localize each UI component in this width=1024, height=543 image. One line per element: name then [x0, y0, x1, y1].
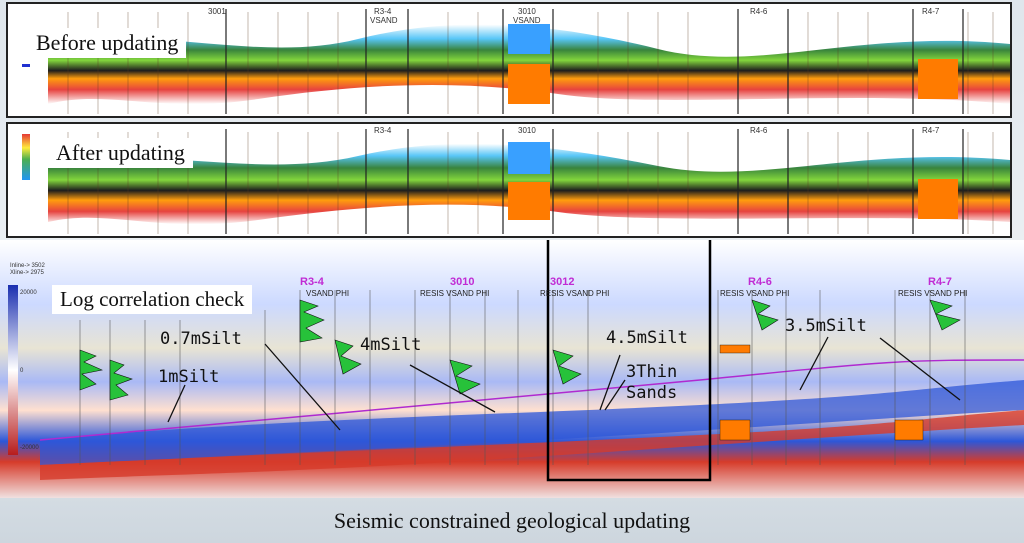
well-label: 3012 — [550, 276, 575, 288]
log-track-header: RESIS VSAND PHI — [540, 289, 610, 298]
well-label: R4-6 — [750, 126, 768, 135]
track-label: VSAND — [513, 16, 541, 25]
annotation-sands: Sands — [626, 383, 678, 403]
log-track-header: RESIS VSAND PHI — [420, 289, 490, 298]
log-track-header: VSAND PHI — [306, 289, 350, 298]
panel-label-before: Before updating — [28, 28, 187, 58]
inline-readout: Inline-> 3502 — [10, 263, 45, 269]
annotation-1m-silt: 1mSilt — [158, 367, 220, 387]
annotation-3-thin: 3Thin — [626, 362, 678, 382]
well-label: R4-6 — [748, 276, 772, 288]
figure-caption: Seismic constrained geological updating — [333, 508, 691, 533]
well-label: R4-7 — [922, 7, 940, 16]
annotation-3-5m-silt: 3.5mSilt — [785, 316, 867, 336]
annotation-0-7m-silt: 0.7mSilt — [160, 329, 242, 349]
annotation-4m-silt: 4mSilt — [360, 335, 422, 355]
well-label: R4-7 — [922, 126, 940, 135]
well-label: 3001 — [208, 7, 226, 16]
annotation-4-5m-silt: 4.5mSilt — [606, 328, 688, 348]
log-track-header: RESIS VSAND PHI — [720, 289, 790, 298]
seismic-section-before — [8, 4, 1010, 116]
xline-readout: Xline-> 2975 — [10, 270, 44, 276]
well-label: 3010 — [450, 276, 475, 288]
track-label: VSAND — [370, 16, 398, 25]
panel-label-log-check: Log correlation check — [52, 285, 253, 314]
color-scale-min: -20000 — [20, 445, 39, 451]
well-label: R3-4 — [300, 276, 324, 288]
seismic-panel-before: Before updating 3001 R3-4 3010 R4-6 R4-7… — [6, 2, 1012, 118]
color-scale-max: 20000 — [20, 290, 37, 296]
well-label: R3-4 — [374, 7, 392, 16]
log-correlation-panel: Log correlation check Inline-> 3502 Xlin… — [0, 240, 1024, 498]
well-label: R4-7 — [928, 276, 952, 288]
seismic-panel-after: After updating R3-4 3010 R4-6 R4-7 — [6, 122, 1012, 238]
color-scale-mid: 0 — [20, 368, 24, 374]
well-label: 3010 — [518, 126, 536, 135]
well-label: R4-6 — [750, 7, 768, 16]
seismic-section-logs — [0, 240, 1024, 498]
well-label: 3010 — [518, 7, 536, 16]
well-label: R3-4 — [374, 126, 392, 135]
log-track-header: RESIS VSAND PHI — [898, 289, 968, 298]
panel-label-after: After updating — [48, 138, 193, 168]
